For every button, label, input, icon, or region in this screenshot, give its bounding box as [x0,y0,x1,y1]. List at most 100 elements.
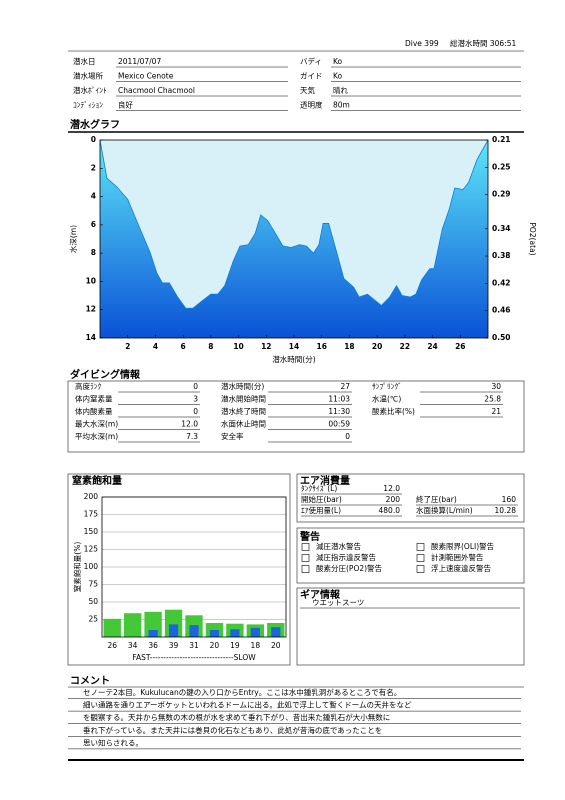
y2-tick-label: 0.21 [492,135,511,144]
field-value: 7.3 [186,432,198,441]
field-value: 0 [193,407,198,416]
field-value: 160 [502,495,517,504]
bar [230,629,240,637]
y-tick-label: 10 [86,276,96,285]
field-label: 水温(℃) [372,394,401,404]
total-time: 総潜水時間 306:51 [450,38,516,48]
field-label: 潜水場所 [73,71,103,81]
x-tick-label: 4 [153,342,158,351]
y2-tick-label: 0.50 [492,333,511,342]
field-label: ガイド [300,71,323,81]
panel [67,473,291,666]
value-label: 36 [148,641,158,650]
y2-tick-label: 0.29 [492,190,511,199]
y-tick-label: 175 [84,510,99,519]
y2-tick-label: 0.34 [492,224,511,233]
field-value: 3 [193,395,198,404]
y-tick-label: 8 [91,248,96,257]
value-label: 31 [189,641,199,650]
y-tick-label: 12 [86,305,96,314]
field-value: 30 [491,382,501,391]
bar [148,630,158,637]
panel [296,527,525,584]
field-value: 10.28 [495,506,517,515]
field-value: 80m [333,101,350,110]
x-axis-label: 潜水時間(分) [272,354,315,364]
field-label: 潜水日 [73,56,96,66]
x-tick-label: 12 [261,342,271,351]
field-label: バディ [300,56,322,66]
comment-line: セノーテ2本目。Kukulucanの鍵の入り口からEntry。ここは水中鍾乳洞が… [83,687,401,697]
x-tick-label: 26 [455,342,465,351]
y-tick-label: 100 [84,562,99,571]
field-label: 水面換算(L/min) [416,505,473,515]
field-label: 潜水開始時間 [221,394,266,404]
y-tick-label: 200 [84,492,99,501]
comment-line: 垂れ下がっている。また天井には巻貝の化石などもあり、此処が昔海の底であったことを [83,725,382,735]
field-label: 天気 [300,85,315,95]
comment-line: 思い知らされる。 [83,737,143,747]
x-tick-label: 22 [400,342,410,351]
field-value: 200 [386,495,401,504]
value-label: 19 [230,641,240,650]
panel [67,380,525,453]
bar [123,613,142,637]
y2-tick-label: 0.42 [492,278,511,287]
warning-label: 計測範囲外警告 [431,552,484,562]
x-axis-label: FAST-------------------------------SLOW [132,653,256,662]
field-value: Ko [333,72,343,81]
field-value: Ko [333,57,343,66]
bar [189,625,199,637]
y-axis-label: 水深(m) [68,225,78,253]
field-value: 0 [193,382,198,391]
section-title: コメント [70,675,110,687]
checkbox [301,565,310,573]
field-label: 平均水深(m) [75,431,118,441]
comment-line: 細い通路を通りエアーポケットといわれるドームに出る。此処で浮上して暫くドームの天… [83,700,412,710]
x-tick-label: 8 [208,342,213,351]
value-label: 20 [271,641,281,650]
field-label: ｴｱ使用量(L) [301,505,341,515]
bar [103,618,121,637]
y-tick-label: 14 [86,333,96,342]
field-value: 0 [345,432,350,441]
value-label: 26 [107,641,117,650]
checkbox [416,543,425,551]
value-label: 20 [210,641,220,650]
field-value: Chacmool Chacmool [118,86,195,95]
field-label: 最大水深(m) [75,419,118,429]
bar [250,627,260,637]
field-value: 12.0 [181,420,198,429]
field-value: 11:30 [328,407,350,416]
field-value: 12.0 [383,484,400,493]
checkbox [301,554,310,562]
field-value: 25.8 [484,395,501,404]
y-tick-label: 150 [84,527,99,536]
field-label: 安全率 [221,431,244,441]
field-value: 良好 [118,100,133,110]
y-axis-label: 窒素飽和量(%) [72,542,82,593]
y2-tick-label: 0.46 [492,306,511,315]
warning-label: 酸素分圧(PO2)警告 [316,563,383,573]
x-tick-label: 18 [344,342,354,351]
field-label: 透明度 [300,100,323,110]
value-label: 18 [251,641,261,650]
field-label: 潜水終了時間 [221,406,266,416]
field-value: 00:59 [328,420,350,429]
y-tick-label: 6 [91,220,96,229]
y-tick-label: 25 [88,615,98,624]
y2-tick-label: 0.25 [492,162,511,171]
field-value: 27 [340,382,350,391]
field-value: 2011/07/07 [118,57,161,66]
field-value: 480.0 [379,506,401,515]
dive-number: Dive 399 [405,39,439,48]
field-value: 11:03 [328,395,350,404]
y2-axis-label: PO2(ata) [528,222,537,255]
warning-label: 減圧潜水警告 [316,541,361,551]
section-title: 潜水グラフ [70,118,120,131]
field-label: 高度ﾗﾝｸ [75,381,101,391]
field-value: Mexico Cenote [118,72,174,81]
panel [296,587,525,666]
x-tick-label: 6 [181,342,186,351]
value-label: 34 [128,641,138,650]
